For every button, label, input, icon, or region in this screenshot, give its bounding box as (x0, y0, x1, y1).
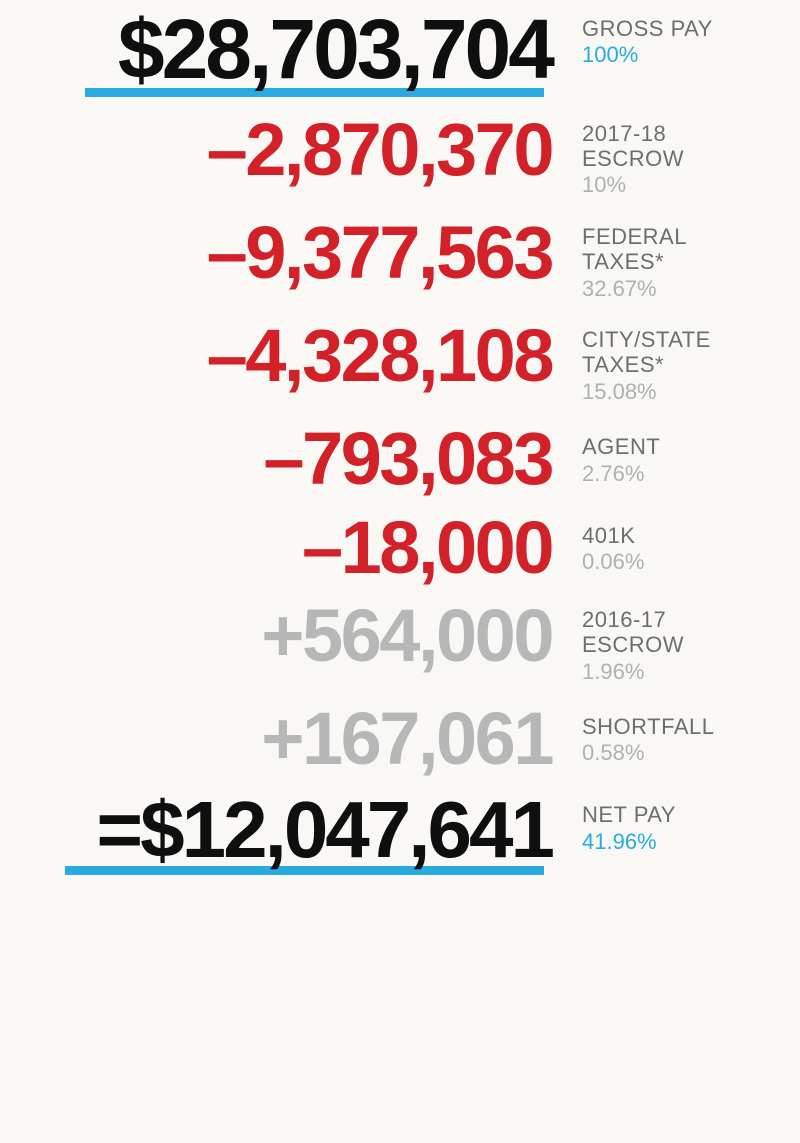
gross-label: GROSS PAY (582, 16, 770, 41)
shortfall-amount: +167,061 (30, 704, 552, 774)
k401-pct: 0.06% (582, 548, 770, 577)
net-pct: 41.96% (582, 828, 770, 857)
amount-col: –793,083 (30, 424, 560, 494)
escrow-2017-label1: 2017-18 (582, 121, 770, 146)
agent-pct: 2.76% (582, 460, 770, 489)
row-escrow-2017: –2,870,370 2017-18 ESCROW 10% (30, 115, 770, 200)
gross-amount: $28,703,704 (30, 10, 552, 90)
label-col: GROSS PAY 100% (560, 10, 770, 70)
amount-col: =$12,047,641 (30, 792, 560, 875)
amount-col: –4,328,108 (30, 321, 560, 391)
label-col: CITY/STATE TAXES* 15.08% (560, 321, 770, 406)
amount-col: +564,000 (30, 601, 560, 671)
escrow-2016-pct: 1.96% (582, 658, 770, 687)
row-city-state-taxes: –4,328,108 CITY/STATE TAXES* 15.08% (30, 321, 770, 406)
label-col: AGENT 2.76% (560, 424, 770, 488)
federal-pct: 32.67% (582, 275, 770, 304)
row-escrow-2016: +564,000 2016-17 ESCROW 1.96% (30, 601, 770, 686)
amount-col: +167,061 (30, 704, 560, 774)
k401-amount: –18,000 (30, 513, 552, 583)
label-col: 2016-17 ESCROW 1.96% (560, 601, 770, 686)
k401-label: 401K (582, 523, 770, 548)
citystate-pct: 15.08% (582, 378, 770, 407)
amount-col: $28,703,704 (30, 10, 560, 97)
agent-amount: –793,083 (30, 424, 552, 494)
federal-label2: TAXES* (582, 249, 770, 274)
row-401k: –18,000 401K 0.06% (30, 513, 770, 583)
row-gross: $28,703,704 GROSS PAY 100% (30, 10, 770, 97)
pay-breakdown: $28,703,704 GROSS PAY 100% –2,870,370 20… (0, 0, 800, 885)
citystate-label1: CITY/STATE (582, 327, 770, 352)
escrow-2017-amount: –2,870,370 (30, 115, 552, 185)
net-amount: =$12,047,641 (30, 792, 552, 868)
label-col: 2017-18 ESCROW 10% (560, 115, 770, 200)
citystate-amount: –4,328,108 (30, 321, 552, 391)
federal-label1: FEDERAL (582, 224, 770, 249)
label-col: SHORTFALL 0.58% (560, 704, 770, 768)
gross-pct: 100% (582, 41, 770, 70)
escrow-2016-amount: +564,000 (30, 601, 552, 671)
agent-label: AGENT (582, 434, 770, 459)
row-net: =$12,047,641 NET PAY 41.96% (30, 792, 770, 875)
label-col: FEDERAL TAXES* 32.67% (560, 218, 770, 303)
escrow-2017-label2: ESCROW (582, 146, 770, 171)
amount-col: –18,000 (30, 513, 560, 583)
citystate-label2: TAXES* (582, 352, 770, 377)
row-federal-taxes: –9,377,563 FEDERAL TAXES* 32.67% (30, 218, 770, 303)
escrow-2017-pct: 10% (582, 171, 770, 200)
label-col: NET PAY 41.96% (560, 792, 770, 856)
amount-col: –2,870,370 (30, 115, 560, 185)
net-label: NET PAY (582, 802, 770, 827)
escrow-2016-label2: ESCROW (582, 632, 770, 657)
shortfall-label: SHORTFALL (582, 714, 770, 739)
row-agent: –793,083 AGENT 2.76% (30, 424, 770, 494)
amount-col: –9,377,563 (30, 218, 560, 288)
escrow-2016-label1: 2016-17 (582, 607, 770, 632)
shortfall-pct: 0.58% (582, 739, 770, 768)
label-col: 401K 0.06% (560, 513, 770, 577)
federal-amount: –9,377,563 (30, 218, 552, 288)
row-shortfall: +167,061 SHORTFALL 0.58% (30, 704, 770, 774)
